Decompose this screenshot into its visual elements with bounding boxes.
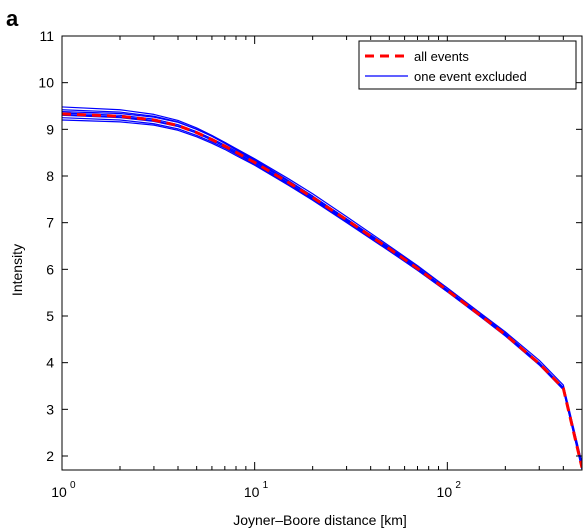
legend-label-all-events: all events: [414, 49, 469, 64]
series-one-event-excluded-1: [62, 106, 582, 464]
legend: all events one event excluded: [358, 40, 577, 90]
series-one-event-excluded-5: [62, 117, 582, 470]
y-tick-label: 4: [46, 355, 54, 371]
series-all-events: [62, 112, 582, 469]
y-axis-title: Intensity: [9, 244, 25, 296]
legend-label-one-event-excluded: one event excluded: [414, 69, 527, 84]
y-tick-label: 3: [46, 401, 54, 417]
y-tick-label: 2: [46, 448, 54, 464]
y-tick-label: 5: [46, 308, 54, 324]
x-tick-label: 10: [244, 484, 260, 500]
x-tick-exponent: 1: [263, 480, 269, 491]
plot-area: [61, 35, 583, 471]
x-tick-exponent: 0: [70, 480, 76, 491]
series-one-event-excluded-8: [62, 113, 582, 470]
series-one-event-excluded-4: [62, 114, 582, 469]
axes-frame: [61, 35, 583, 471]
series-one-event-excluded-2: [62, 109, 582, 467]
y-tick-label: 10: [38, 75, 54, 91]
y-axis: 2 3 4 5 6 7 8 9 10 11: [38, 28, 582, 464]
x-tick-label: 10: [437, 484, 453, 500]
x-tick-label: 10: [51, 484, 67, 500]
legend-box: [358, 40, 577, 90]
series-one-event-excluded-7: [62, 111, 582, 467]
y-tick-label: 9: [46, 121, 54, 137]
panel-letter: a: [6, 6, 19, 31]
x-tick-exponent: 2: [455, 480, 461, 491]
y-tick-label: 6: [46, 261, 54, 277]
y-tick-label: 11: [39, 28, 54, 44]
series-one-event-excluded-6: [62, 119, 582, 466]
x-axis-title: Joyner–Boore distance [km]: [233, 512, 407, 528]
y-tick-label: 8: [46, 168, 54, 184]
x-axis: 10 0 10 1 10 2: [51, 36, 583, 500]
y-tick-label: 7: [46, 215, 54, 231]
series-one-event-excluded-3: [62, 112, 582, 469]
